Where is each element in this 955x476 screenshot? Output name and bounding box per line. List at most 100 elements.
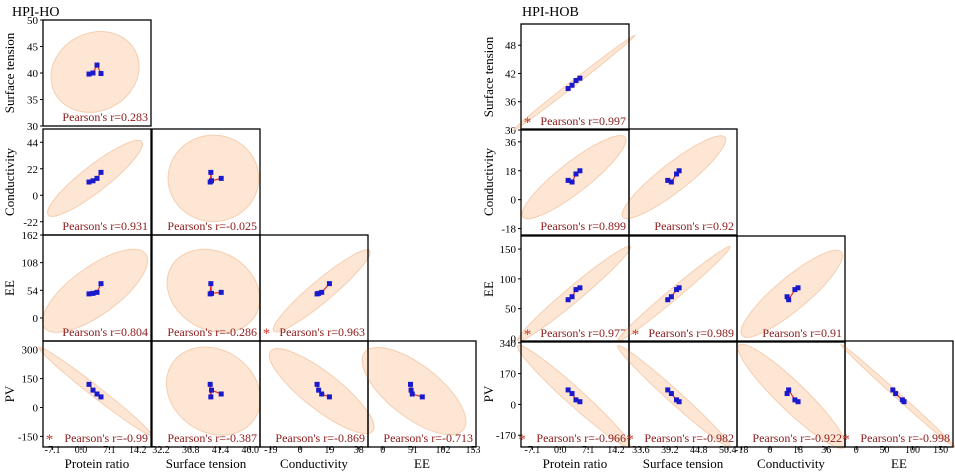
chart-title: HPI-HO xyxy=(12,5,59,20)
x-tick-label: -19 xyxy=(264,445,277,456)
panel-pv-vs-protein-ratio: Pearson's r=-0.99 * xyxy=(38,340,152,448)
data-point xyxy=(786,297,792,303)
significance-star: * xyxy=(263,326,271,342)
y-tick-label: 0 xyxy=(511,195,517,207)
data-point xyxy=(218,391,224,397)
pearson-r-label: Pearson's r=0.899 xyxy=(540,219,626,233)
data-point xyxy=(565,387,571,393)
y-tick-label: 150 xyxy=(22,374,39,386)
panel-conductivity-vs-surface-tension: Pearson's r=-0.025 xyxy=(151,128,261,236)
pearson-r-label: Pearson's r=0.804 xyxy=(62,325,148,339)
data-point xyxy=(569,391,575,397)
data-point xyxy=(98,71,104,77)
y-tick-label: 42 xyxy=(505,68,516,80)
x-axis-label: Conductivity xyxy=(757,456,825,471)
y-tick-label: -170 xyxy=(496,430,517,442)
data-point xyxy=(565,86,571,92)
x-tick-label: 0.0 xyxy=(75,445,88,456)
data-point xyxy=(94,175,100,181)
data-point xyxy=(86,381,92,387)
data-point xyxy=(668,391,674,397)
significance-star: * xyxy=(626,432,634,448)
x-tick-label: -7.1 xyxy=(45,445,61,456)
confidence-ellipse xyxy=(166,248,261,333)
data-point xyxy=(674,171,680,177)
data-point xyxy=(565,177,571,183)
data-point xyxy=(674,287,680,293)
x-tick-label: 100 xyxy=(905,445,920,456)
data-point xyxy=(409,391,415,397)
data-point xyxy=(208,394,214,400)
data-point xyxy=(665,177,671,183)
x-axis-label: Surface tension xyxy=(166,456,247,471)
y-tick-label: 30 xyxy=(27,121,39,133)
data-point xyxy=(577,399,583,405)
data-point xyxy=(676,168,682,174)
x-tick-label: 51 xyxy=(408,445,418,456)
panel-ee-vs-conductivity: Pearson's r=0.963 * xyxy=(259,234,371,342)
x-tick-label: 14.2 xyxy=(607,445,625,456)
data-point xyxy=(90,178,96,184)
significance-star: * xyxy=(842,432,850,448)
panel-pv-vs-surface-tension: Pearson's r=-0.387 xyxy=(151,340,261,448)
y-tick-label: 300 xyxy=(22,345,39,357)
y-tick-label: 0 xyxy=(33,402,39,414)
panel-ee-vs-protein-ratio: Pearson's r=0.977 * xyxy=(517,235,631,343)
panel-pv-vs-ee: Pearson's r=-0.998 * xyxy=(840,340,955,449)
data-point xyxy=(86,179,92,185)
pearson-r-label: Pearson's r=-0.99 xyxy=(64,431,148,445)
data-point xyxy=(218,289,224,295)
data-point xyxy=(795,285,801,291)
data-point xyxy=(577,285,583,291)
y-tick-label: 36 xyxy=(505,97,517,109)
chart-hpi-ho: HPI-HO Surface tension 30 35 40 45 50 Conductiv… xyxy=(2,5,481,471)
data-point xyxy=(784,294,790,300)
data-point xyxy=(86,71,92,77)
pearson-r-label: Pearson's r=-0.869 xyxy=(275,431,365,445)
pearson-r-label: Pearson's r=-0.966 xyxy=(536,431,626,445)
x-tick-label: -18 xyxy=(735,445,748,456)
confidence-ellipse xyxy=(268,348,375,435)
pearson-r-label: Pearson's r=-0.922 xyxy=(752,431,842,445)
x-axis-label: Conductivity xyxy=(280,456,348,471)
data-point xyxy=(573,171,579,177)
panel-ee-vs-surface-tension: Pearson's r=0.989 * xyxy=(617,235,738,343)
panel-frame xyxy=(628,128,738,236)
x-tick-label: 36 xyxy=(821,445,831,456)
y-tick-label: 0 xyxy=(33,313,39,325)
data-point xyxy=(668,294,674,300)
data-point xyxy=(316,290,322,296)
y-tick-label: -18 xyxy=(501,224,516,236)
y-axis-label: Conductivity xyxy=(481,148,496,216)
data-point xyxy=(795,399,801,405)
x-tick-label: 44.8 xyxy=(690,445,708,456)
data-point xyxy=(208,169,214,175)
x-tick-label: 0 xyxy=(767,445,772,456)
data-point xyxy=(218,175,224,181)
y-axis-label: EE xyxy=(2,280,17,296)
y-tick-label: -22 xyxy=(23,217,38,229)
data-point xyxy=(573,78,579,84)
pearson-r-label: Pearson's r=-0.982 xyxy=(644,431,734,445)
pearson-r-label: Pearson's r=0.91 xyxy=(762,326,842,340)
pearson-r-label: Pearson's r=-0.713 xyxy=(383,431,473,445)
y-tick-label: 340 xyxy=(500,338,517,350)
data-point xyxy=(565,297,571,303)
x-tick-label: 50.4 xyxy=(719,445,737,456)
panel-ee-vs-surface-tension: Pearson's r=-0.286 xyxy=(151,234,261,342)
x-tick-label: 46.0 xyxy=(242,445,260,456)
data-point xyxy=(901,399,907,405)
x-tick-label: 153 xyxy=(466,445,481,456)
panel-pv-vs-surface-tension: Pearson's r=-0.982 * xyxy=(617,340,738,448)
y-tick-label: -150 xyxy=(18,431,39,443)
panel-conductivity-vs-protein-ratio: Pearson's r=0.931 xyxy=(42,128,152,236)
data-point xyxy=(569,294,575,300)
x-tick-label: 19 xyxy=(324,445,334,456)
data-point xyxy=(577,75,583,81)
data-point xyxy=(326,394,332,400)
fit-line xyxy=(209,283,222,295)
data-point xyxy=(573,397,579,403)
panel-frame xyxy=(844,340,954,448)
panel-ee-vs-protein-ratio: Pearson's r=0.804 xyxy=(41,234,152,342)
